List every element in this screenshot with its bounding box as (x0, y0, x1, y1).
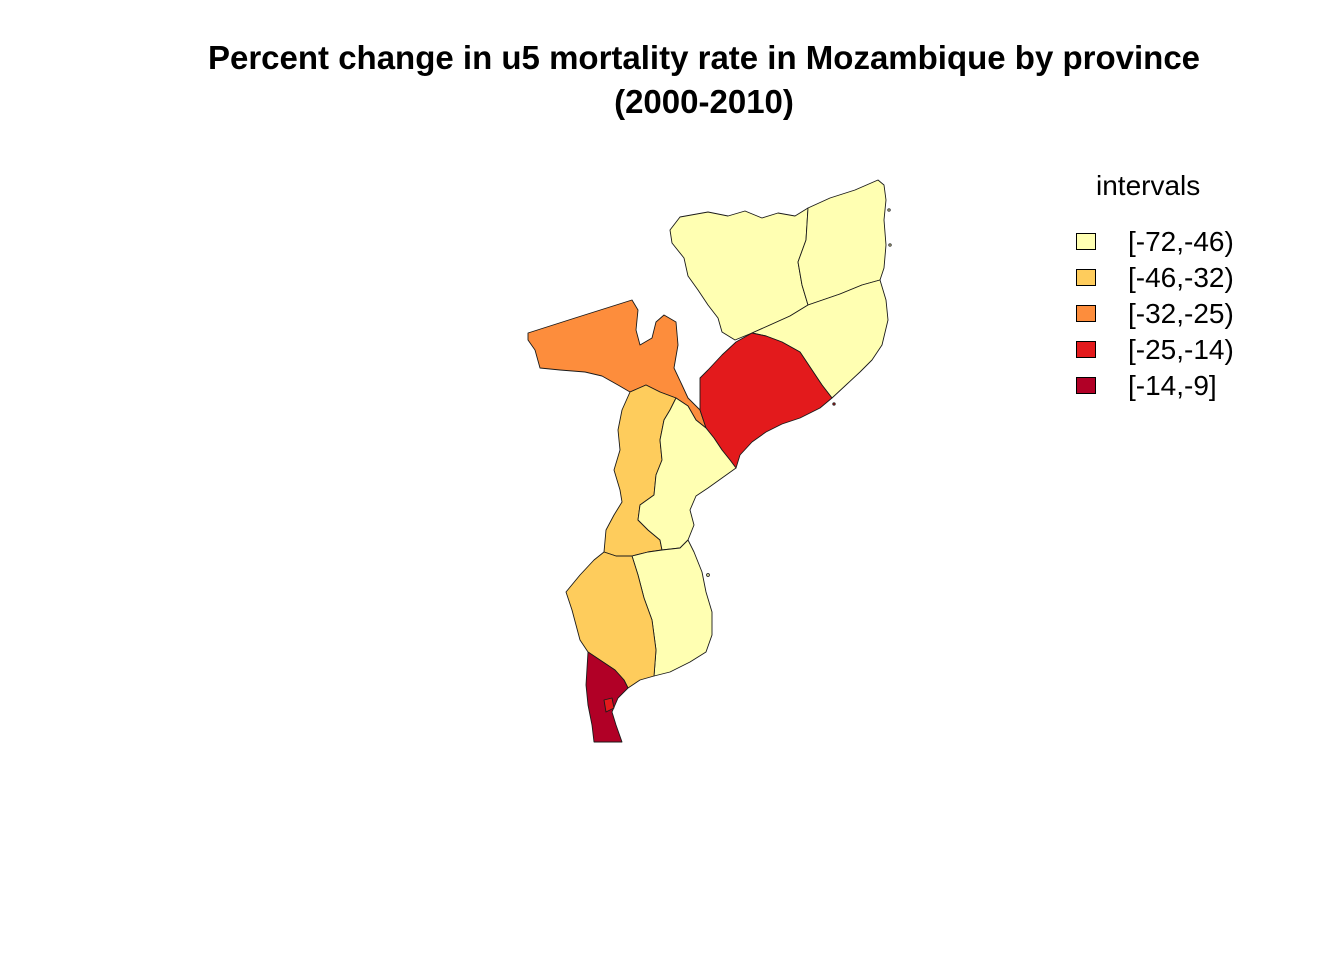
island-marker (706, 573, 710, 577)
legend-swatch (1076, 341, 1096, 358)
island-marker (887, 208, 891, 212)
legend-item: [-14,-9] (1072, 368, 1332, 404)
island-marker (888, 243, 892, 247)
island-marker (832, 402, 836, 406)
legend-item: [-72,-46) (1072, 224, 1332, 260)
legend-label: [-32,-25) (1128, 298, 1234, 329)
legend-title: intervals (1096, 170, 1201, 201)
map-title-line-2: (2000-2010) (614, 83, 794, 120)
legend-swatch (1076, 305, 1096, 322)
legend-item: [-32,-25) (1072, 296, 1332, 332)
legend-swatch (1076, 233, 1096, 250)
legend-label: [-25,-14) (1128, 334, 1234, 365)
legend-label: [-14,-9] (1128, 370, 1217, 401)
province-maputo-city (603, 697, 615, 713)
legend-item: [-25,-14) (1072, 332, 1332, 368)
map-title-line-1: Percent change in u5 mortality rate in M… (207, 39, 1201, 76)
legend-label: [-72,-46) (1128, 226, 1234, 257)
legend-swatch (1076, 377, 1096, 394)
legend-item: [-46,-32) (1072, 260, 1332, 296)
legend-swatch (1076, 269, 1096, 286)
province-cabo-delgado (797, 179, 887, 306)
legend-label: [-46,-32) (1128, 262, 1234, 293)
province-maputo (585, 651, 629, 743)
map-title: Percent change in u5 mortality rate in M… (0, 36, 1344, 124)
